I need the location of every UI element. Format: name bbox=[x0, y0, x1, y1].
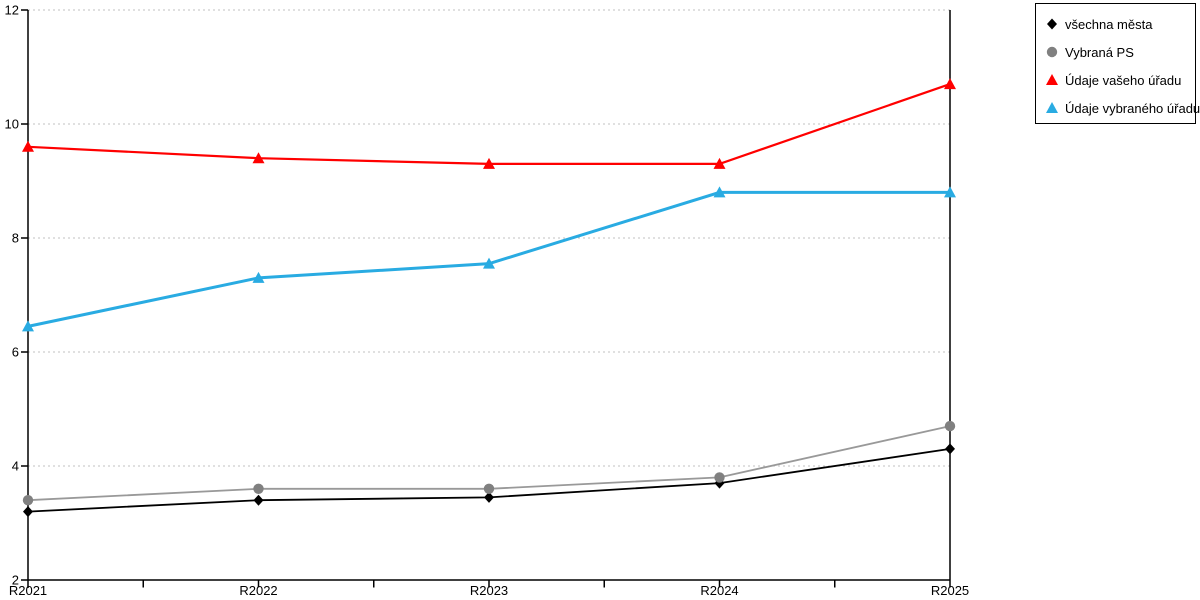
y-tick-label: 4 bbox=[12, 459, 19, 474]
x-tick-label: R2023 bbox=[470, 583, 508, 598]
legend-label-udaje-vybraneho-uradu: Údaje vybraného úřadu bbox=[1065, 100, 1200, 116]
legend-label-udaje-vaseho-uradu: Údaje vašeho úřadu bbox=[1065, 72, 1182, 88]
legend-label-vsechna-mesta: všechna města bbox=[1065, 16, 1153, 32]
data-point-vsechna-mesta-R2021 bbox=[23, 506, 33, 518]
data-point-udaje-vaseho-uradu-R2023 bbox=[483, 157, 495, 169]
legend-triangle-icon bbox=[1046, 74, 1058, 85]
legend-item-vsechna-mesta: všechna města bbox=[1036, 10, 1195, 38]
y-tick-label: 2 bbox=[12, 573, 19, 588]
legend-circle-glyph bbox=[1046, 46, 1058, 58]
data-point-vsechna-mesta-R2022 bbox=[253, 494, 264, 506]
legend-item-vybrana-ps: Vybraná PS bbox=[1036, 38, 1195, 66]
data-point-udaje-vybraneho-uradu-R2021 bbox=[22, 320, 34, 332]
x-tick-label: R2025 bbox=[931, 583, 969, 598]
x-tick-label: R2022 bbox=[239, 583, 277, 598]
data-point-udaje-vybraneho-uradu-R2024 bbox=[713, 186, 726, 198]
legend-triangle-icon bbox=[1046, 102, 1058, 113]
data-point-udaje-vybraneho-uradu-R2025 bbox=[944, 186, 956, 198]
data-point-vybrana-ps-R2022 bbox=[253, 483, 264, 494]
legend-diamond-glyph bbox=[1047, 18, 1057, 30]
y-tick-label: 8 bbox=[12, 231, 19, 246]
data-point-vybrana-ps-R2023 bbox=[483, 483, 495, 494]
legend-label-vybrana-ps: Vybraná PS bbox=[1065, 44, 1134, 60]
series-vybrana-ps bbox=[22, 420, 956, 506]
data-point-vybrana-ps-R2024 bbox=[714, 472, 725, 483]
data-point-vybrana-ps-R2021 bbox=[22, 495, 34, 506]
series-udaje-vybraneho-uradu bbox=[22, 186, 956, 332]
data-point-udaje-vybraneho-uradu-R2023 bbox=[483, 257, 495, 269]
data-point-udaje-vybraneho-uradu-R2022 bbox=[252, 271, 265, 283]
legend-triangle-glyph bbox=[1046, 102, 1058, 113]
y-tick-label: 6 bbox=[12, 345, 19, 360]
data-point-vsechna-mesta-R2023 bbox=[484, 491, 494, 503]
series-vsechna-mesta bbox=[23, 443, 955, 518]
data-point-udaje-vaseho-uradu-R2021 bbox=[22, 140, 34, 152]
legend-item-udaje-vaseho-uradu: Údaje vašeho úřadu bbox=[1036, 66, 1195, 94]
data-point-vsechna-mesta-R2025 bbox=[945, 443, 955, 455]
legend: všechna města Vybraná PS Údaje vašeho úřad… bbox=[1035, 3, 1200, 124]
x-tick-label: R2024 bbox=[700, 583, 738, 598]
legend-item-udaje-vybraneho-uradu: Údaje vybraného úřadu bbox=[1036, 94, 1200, 122]
data-point-udaje-vaseho-uradu-R2025 bbox=[944, 78, 956, 90]
x-tick-label: R2021 bbox=[9, 583, 47, 598]
series-udaje-vaseho-uradu bbox=[22, 78, 956, 169]
legend-triangle-glyph bbox=[1046, 74, 1058, 85]
legend-circle-icon bbox=[1046, 46, 1058, 58]
data-point-udaje-vaseho-uradu-R2024 bbox=[713, 157, 726, 169]
y-tick-label: 10 bbox=[5, 117, 19, 132]
legend-diamond-icon bbox=[1047, 18, 1057, 30]
data-point-vybrana-ps-R2025 bbox=[944, 420, 956, 432]
data-point-udaje-vaseho-uradu-R2022 bbox=[252, 152, 265, 164]
y-tick-label: 12 bbox=[5, 3, 19, 18]
